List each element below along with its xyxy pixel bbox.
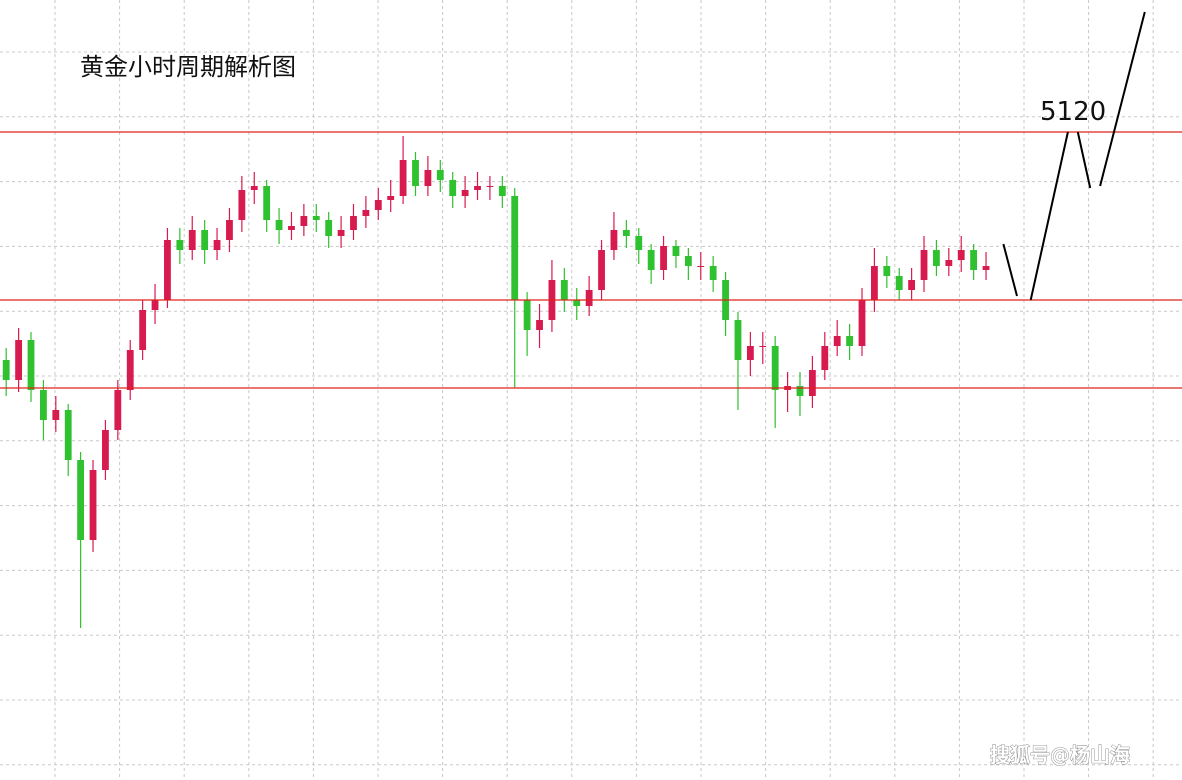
candle-body — [312, 216, 320, 220]
candle-body — [697, 266, 705, 267]
candle-body — [660, 246, 667, 270]
candle-body — [139, 310, 147, 350]
candle-body — [424, 170, 432, 186]
candle-body — [350, 216, 357, 230]
candle-body — [126, 350, 134, 390]
candle-body — [77, 460, 85, 540]
candle-body — [164, 240, 171, 300]
candle-body — [201, 230, 209, 250]
candle-body — [39, 390, 47, 420]
candle-body — [833, 336, 841, 346]
candle-body — [821, 346, 829, 370]
candle-body — [102, 430, 109, 470]
candle-body — [945, 260, 953, 266]
candle-body — [374, 200, 382, 210]
candle-body — [684, 256, 692, 266]
candle-body — [635, 236, 643, 250]
candle-body — [908, 280, 916, 290]
candle-body — [2, 360, 10, 380]
candle-body — [933, 250, 940, 266]
candle-body — [808, 370, 816, 396]
candle-body — [89, 470, 97, 540]
watermark: 搜狐号@杨山海 — [990, 743, 1130, 767]
candle-body — [523, 300, 531, 330]
candle-body — [250, 186, 258, 190]
candle-body — [920, 250, 928, 280]
target-label: 5120 — [1040, 97, 1106, 127]
candle-body — [325, 220, 333, 236]
candle-body — [883, 266, 891, 276]
candle-body — [64, 410, 72, 460]
candle-body — [759, 346, 767, 347]
candle-body — [176, 240, 184, 250]
candle-body — [412, 160, 419, 186]
candle-body — [151, 300, 159, 310]
candle-body — [27, 340, 35, 390]
candle-body — [399, 160, 407, 196]
candle-body — [511, 196, 519, 300]
candle-body — [474, 186, 481, 190]
candle-body — [746, 346, 754, 360]
chart-title: 黄金小时周期解析图 — [80, 53, 296, 81]
candle-body — [647, 250, 655, 270]
candle-body — [598, 250, 605, 290]
candle-body — [52, 410, 60, 420]
candle-body — [275, 220, 283, 230]
candle-body — [846, 336, 854, 346]
candle-body — [436, 170, 444, 180]
candle-body — [610, 230, 618, 250]
candle-body — [771, 346, 779, 390]
candle-body — [486, 186, 494, 187]
candle-body — [895, 276, 903, 290]
candle-body — [709, 266, 717, 280]
candle-body — [672, 246, 680, 256]
candle-body — [585, 290, 593, 306]
candle-body — [15, 340, 23, 380]
candle-body — [622, 230, 630, 236]
candle-body — [560, 280, 568, 300]
candle-body — [362, 210, 370, 216]
candle-body — [449, 180, 457, 196]
candle-body — [858, 300, 866, 346]
candle-body — [870, 266, 878, 300]
candle-body — [573, 300, 581, 306]
candle-body — [226, 220, 233, 240]
candle-body — [263, 186, 271, 220]
candle-body — [498, 186, 506, 196]
candle-body — [238, 190, 246, 220]
projection-line — [1002, 11, 1146, 301]
candle-body — [957, 250, 965, 260]
candle-body — [213, 240, 221, 250]
candle-body — [387, 196, 395, 200]
candle-body — [734, 320, 742, 360]
candle-body — [536, 320, 543, 330]
candle-body — [188, 230, 196, 250]
plot — [0, 11, 1182, 628]
candle-body — [288, 226, 295, 230]
candle-body — [461, 190, 469, 196]
candle-body — [300, 216, 308, 226]
candle-body — [982, 266, 990, 270]
candle-body — [970, 250, 978, 270]
candle-body — [337, 230, 345, 236]
candle-body — [796, 386, 804, 396]
candle-body — [114, 390, 122, 430]
